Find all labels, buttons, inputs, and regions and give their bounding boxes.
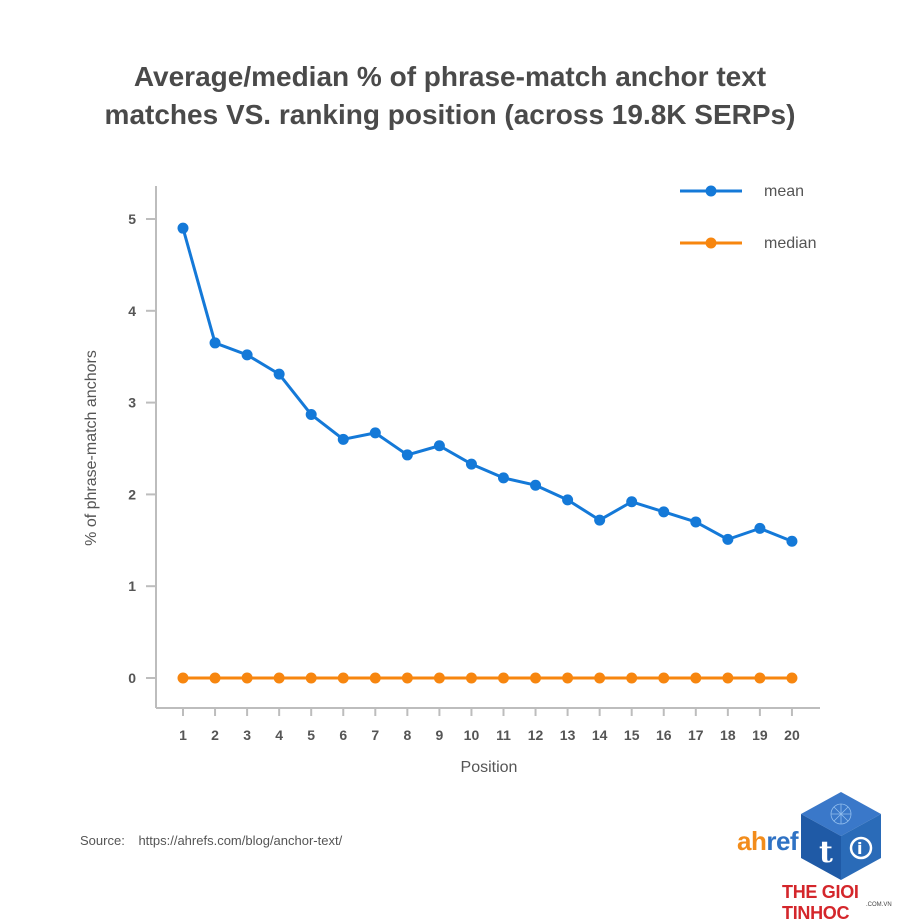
x-tick-label: 1 <box>179 727 187 743</box>
data-point-mean <box>690 516 702 528</box>
data-point-median <box>369 672 381 684</box>
x-tick-label: 6 <box>339 727 347 743</box>
series-median <box>177 672 798 684</box>
data-point-median <box>305 672 317 684</box>
source-note: Source: https://ahrefs.com/blog/anchor-t… <box>80 833 342 848</box>
legend-label-mean: mean <box>764 183 804 200</box>
data-point-mean <box>786 535 798 547</box>
data-point-median <box>241 672 253 684</box>
data-point-mean <box>626 496 638 508</box>
data-point-mean <box>305 409 317 421</box>
y-ticks: 0 1 2 3 4 5 <box>128 211 156 686</box>
data-point-median <box>209 672 221 684</box>
data-point-mean <box>594 514 606 526</box>
data-point-mean <box>433 440 445 452</box>
data-point-mean <box>177 222 189 234</box>
legend-label-median: median <box>764 235 816 252</box>
x-tick-label: 7 <box>371 727 379 743</box>
x-tick-label: 3 <box>243 727 251 743</box>
data-point-mean <box>498 472 509 484</box>
data-point-median <box>465 672 477 684</box>
data-point-median <box>337 672 349 684</box>
y-tick-label: 3 <box>128 395 136 411</box>
x-tick-label: 16 <box>656 727 672 743</box>
x-axis-label: Position <box>461 759 518 776</box>
x-tick-label: 13 <box>560 727 576 743</box>
x-tick-label: 17 <box>688 727 704 743</box>
data-point-median <box>594 672 606 684</box>
data-point-mean <box>562 494 574 506</box>
x-tick-label: 18 <box>720 727 736 743</box>
data-point-mean <box>530 479 542 491</box>
x-tick-label: 2 <box>211 727 219 743</box>
data-point-mean <box>465 458 477 470</box>
y-tick-label: 0 <box>128 670 136 686</box>
data-point-median <box>722 672 734 684</box>
watermark-sub: .COM.VN <box>866 902 892 908</box>
data-point-median <box>498 672 509 684</box>
y-axis-label: % of phrase-match anchors <box>83 350 100 546</box>
data-point-median <box>433 672 445 684</box>
data-point-median <box>530 672 542 684</box>
watermark-cube-icon: t i <box>801 792 881 880</box>
x-tick-label: 20 <box>784 727 800 743</box>
data-point-mean <box>401 449 413 461</box>
data-point-mean <box>209 337 221 349</box>
x-tick-label: 12 <box>528 727 544 743</box>
legend-marker-mean <box>705 185 717 197</box>
x-tick-label: 5 <box>307 727 315 743</box>
x-tick-label: 11 <box>496 727 511 743</box>
source-link[interactable]: https://ahrefs.com/blog/anchor-text/ <box>138 833 343 848</box>
series-group <box>177 222 798 684</box>
x-tick-label: 15 <box>624 727 640 743</box>
svg-text:i: i <box>857 839 862 858</box>
ahrefs-logo: ahref <box>737 826 799 857</box>
y-tick-label: 4 <box>128 303 136 319</box>
logo-part-orange: ah <box>737 826 767 856</box>
data-point-median <box>690 672 702 684</box>
data-point-median <box>626 672 638 684</box>
series-mean <box>177 222 798 547</box>
data-point-mean <box>337 433 349 445</box>
data-point-mean <box>722 533 734 545</box>
y-tick-label: 1 <box>128 578 136 594</box>
x-tick-label: 10 <box>464 727 480 743</box>
data-point-median <box>658 672 670 684</box>
x-tick-label: 14 <box>592 727 608 743</box>
data-point-median <box>273 672 285 684</box>
x-tick-label: 4 <box>275 727 283 743</box>
svg-text:t: t <box>819 835 833 870</box>
legend: mean median <box>680 183 816 252</box>
data-point-mean <box>241 349 253 361</box>
data-point-mean <box>754 522 766 534</box>
x-tick-label: 9 <box>436 727 444 743</box>
data-point-median <box>786 672 798 684</box>
data-point-mean <box>658 506 670 518</box>
x-tick-label: 8 <box>403 727 411 743</box>
logo-part-blue: ref <box>766 826 799 856</box>
chart-title-line-2: matches VS. ranking position (across 19.… <box>104 99 796 130</box>
x-tick-label: 19 <box>752 727 768 743</box>
series-line-mean <box>181 227 793 543</box>
data-point-median <box>177 672 189 684</box>
data-point-mean <box>273 368 285 380</box>
legend-marker-median <box>705 237 717 249</box>
data-point-median <box>754 672 766 684</box>
y-tick-label: 2 <box>128 486 136 502</box>
chart-title: Average/median % of phrase-match anchor … <box>0 58 900 134</box>
y-tick-label: 5 <box>128 211 136 227</box>
data-point-mean <box>369 427 381 439</box>
data-point-median <box>401 672 413 684</box>
data-point-median <box>562 672 574 684</box>
chart-title-line-1: Average/median % of phrase-match anchor … <box>133 61 767 92</box>
x-ticks: 1 2 3 4 5 6 7 8 9 10 11 12 13 14 15 16 17 18 19 20 <box>179 708 800 743</box>
source-label: Source: <box>80 833 125 848</box>
